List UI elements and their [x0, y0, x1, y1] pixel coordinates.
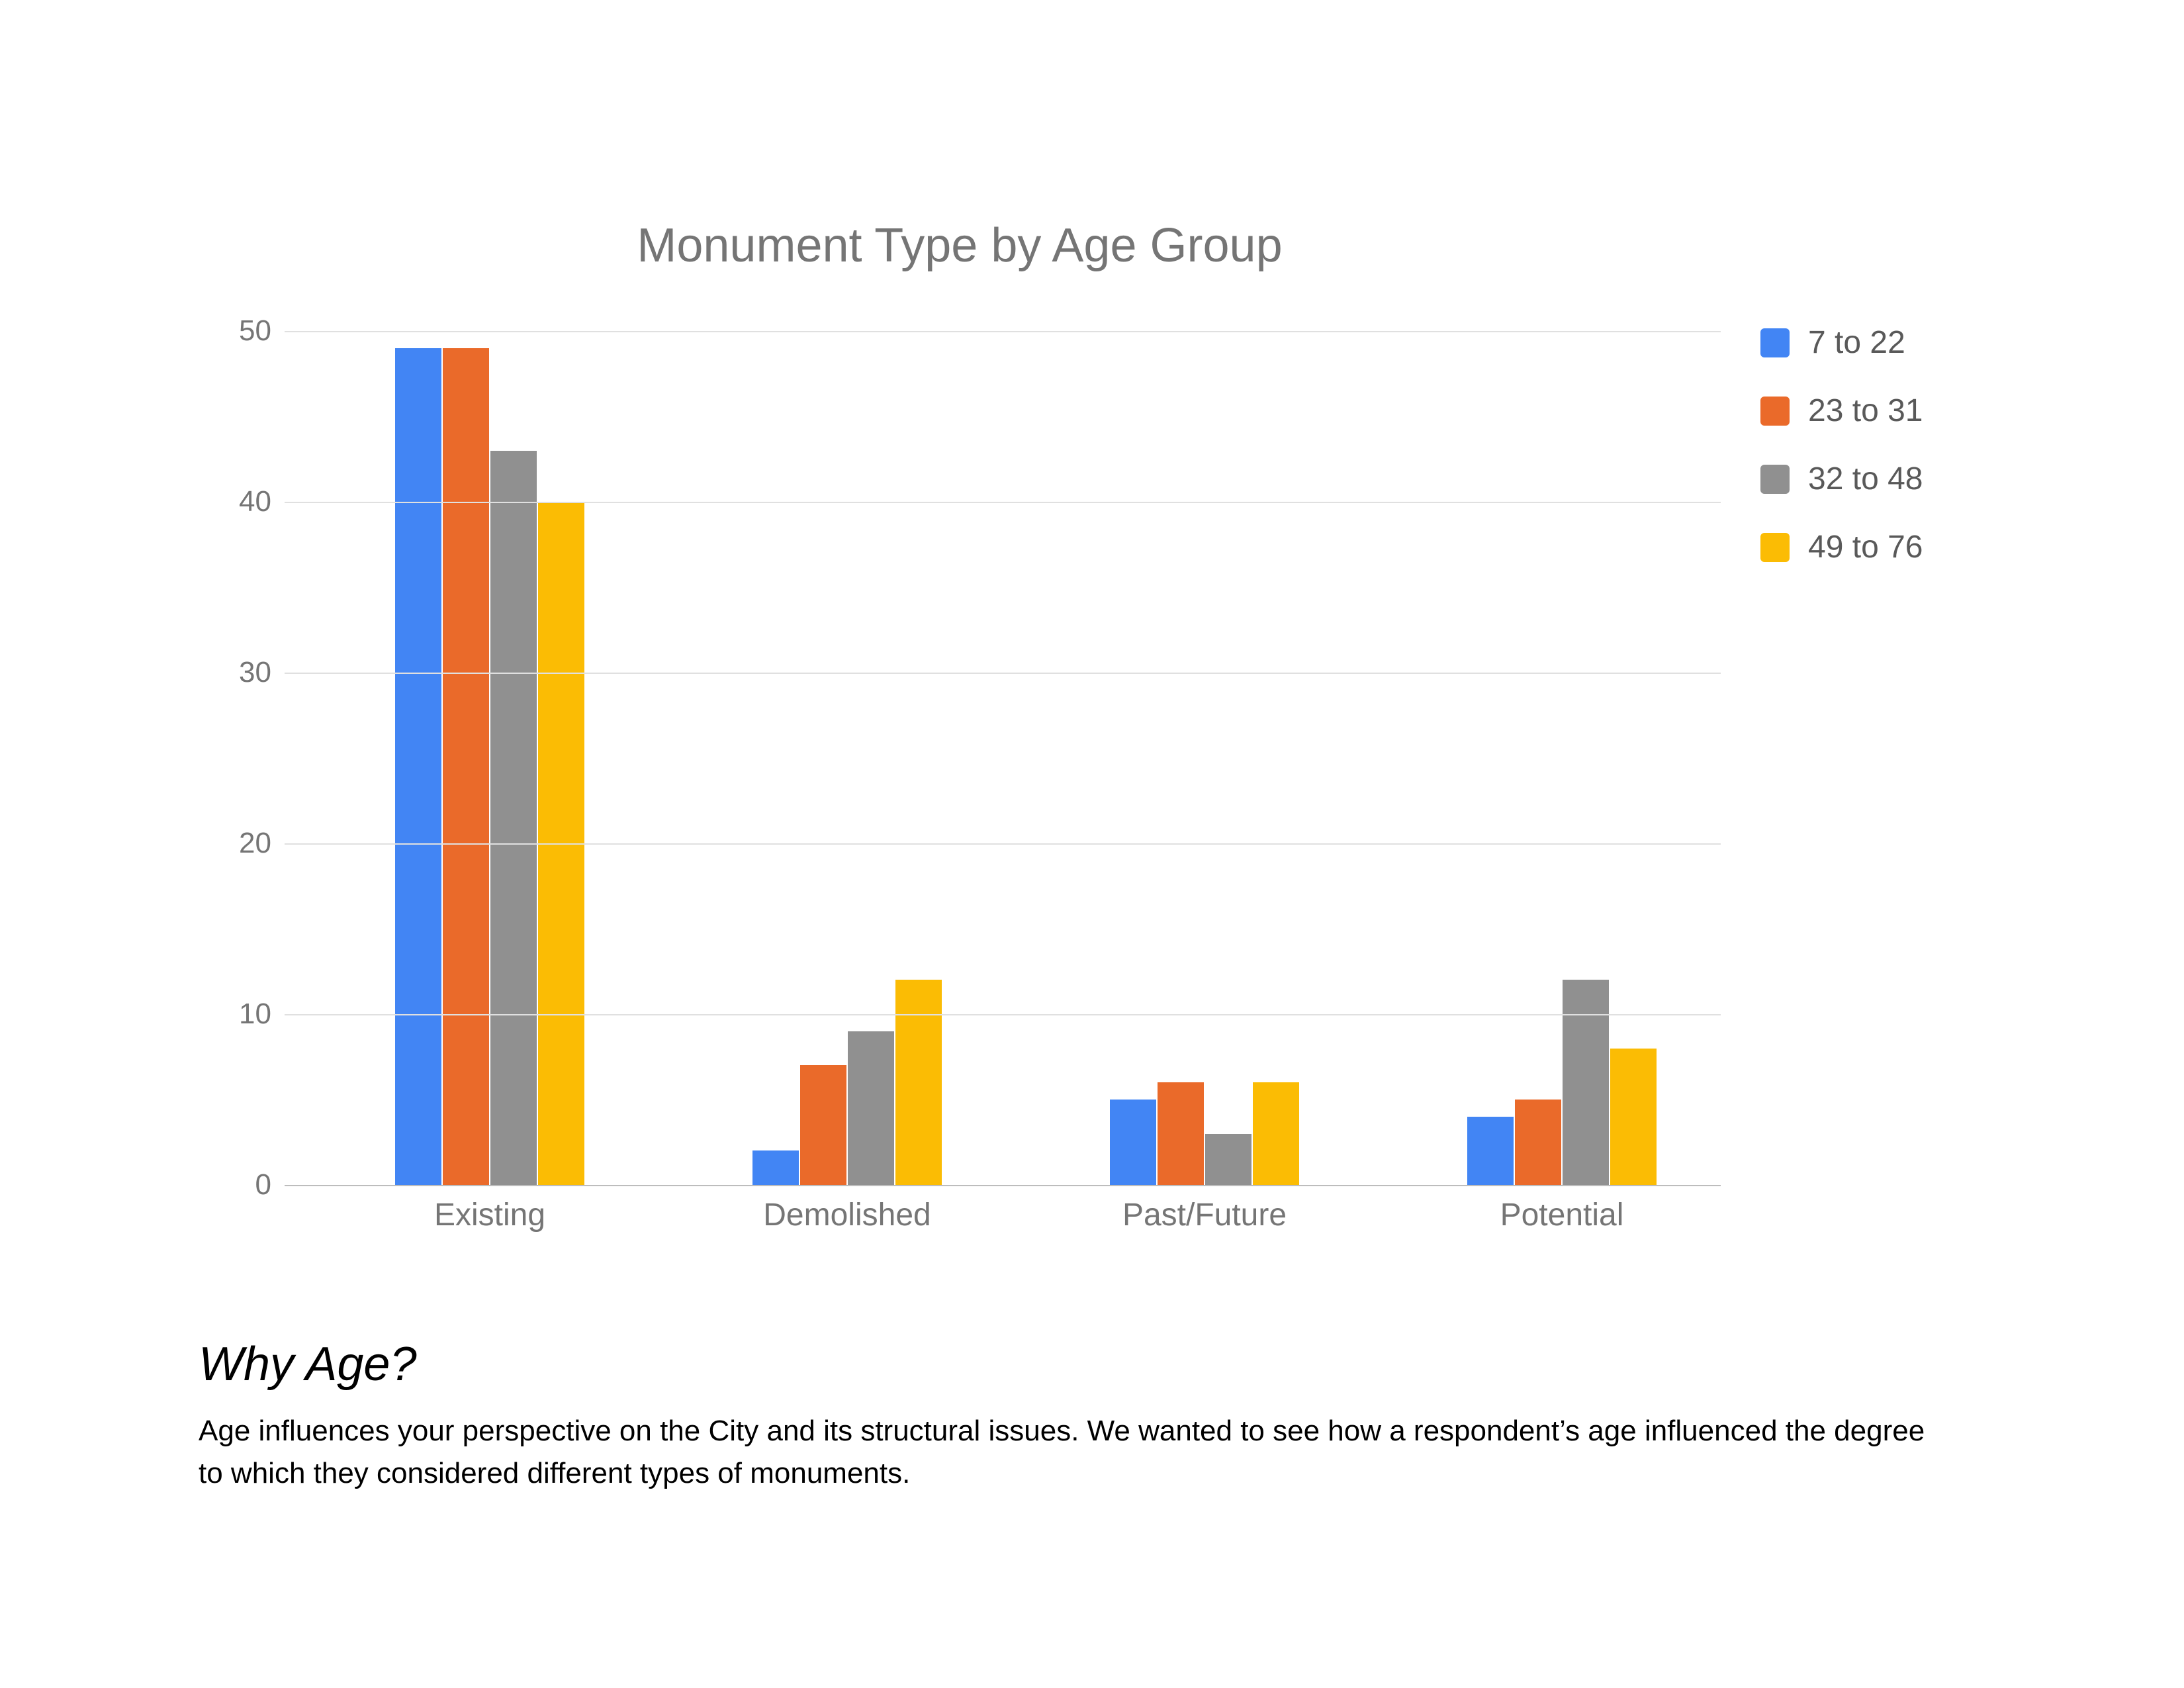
gridline	[285, 331, 1721, 332]
chart-title: Monument Type by Age Group	[199, 218, 1721, 273]
legend-swatch	[1760, 465, 1790, 494]
bar	[1563, 980, 1609, 1185]
legend-item: 49 to 76	[1760, 529, 1923, 565]
bar	[1467, 1117, 1514, 1185]
y-tick-label: 10	[239, 998, 271, 1031]
legend-swatch	[1760, 533, 1790, 562]
legend-item: 32 to 48	[1760, 461, 1923, 497]
legend-label: 23 to 31	[1808, 393, 1923, 429]
bar	[490, 451, 537, 1185]
bar	[1110, 1100, 1156, 1185]
y-tick-label: 50	[239, 314, 271, 348]
gridline	[285, 1014, 1721, 1015]
section-heading: Why Age?	[199, 1337, 416, 1391]
section-body: Age influences your perspective on the C…	[199, 1410, 1933, 1495]
chart: Monument Type by Age Group 01020304050Ex…	[199, 218, 2065, 1284]
bar-group	[752, 331, 942, 1185]
bar	[848, 1031, 894, 1185]
chart-plot: 01020304050ExistingDemolishedPast/Future…	[285, 331, 1721, 1186]
bar	[1158, 1082, 1204, 1185]
legend-label: 32 to 48	[1808, 461, 1923, 497]
bar-group	[1110, 331, 1299, 1185]
gridline	[285, 673, 1721, 674]
legend-swatch	[1760, 328, 1790, 357]
bar	[1515, 1100, 1561, 1185]
x-category-label: Existing	[357, 1197, 622, 1233]
bar-group	[1467, 331, 1657, 1185]
chart-legend: 7 to 22 23 to 31 32 to 48 49 to 76	[1760, 324, 1923, 597]
bar	[895, 980, 942, 1185]
gridline	[285, 502, 1721, 503]
chart-bars	[285, 331, 1721, 1185]
y-tick-label: 20	[239, 827, 271, 860]
bar-group	[395, 331, 584, 1185]
bar	[1610, 1049, 1657, 1185]
bar	[800, 1065, 846, 1185]
legend-item: 7 to 22	[1760, 324, 1923, 361]
gridline	[285, 843, 1721, 845]
bar	[752, 1150, 799, 1185]
x-category-label: Past/Future	[1072, 1197, 1337, 1233]
bar	[1205, 1134, 1251, 1185]
page: Monument Type by Age Group 01020304050Ex…	[0, 0, 2184, 1688]
legend-swatch	[1760, 397, 1790, 426]
y-tick-label: 30	[239, 656, 271, 689]
y-tick-label: 40	[239, 485, 271, 518]
x-category-label: Demolished	[715, 1197, 979, 1233]
legend-label: 7 to 22	[1808, 324, 1905, 361]
legend-item: 23 to 31	[1760, 393, 1923, 429]
x-category-label: Potential	[1430, 1197, 1694, 1233]
bar	[1253, 1082, 1299, 1185]
legend-label: 49 to 76	[1808, 529, 1923, 565]
bar	[395, 348, 441, 1185]
bar	[443, 348, 489, 1185]
y-tick-label: 0	[255, 1168, 271, 1201]
